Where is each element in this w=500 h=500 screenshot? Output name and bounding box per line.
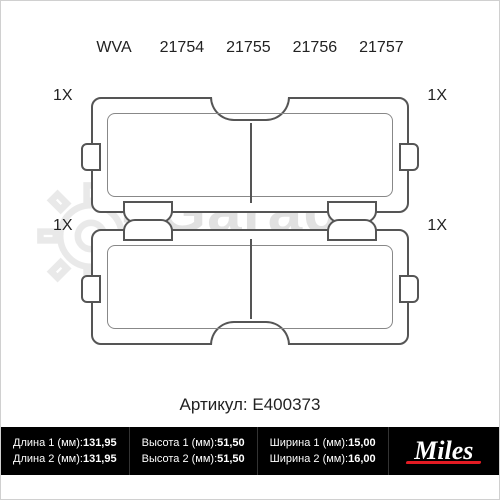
qty-label: 1X — [53, 217, 73, 235]
spec-value: 51,50 — [217, 435, 251, 452]
wva-code: 21756 — [293, 39, 338, 57]
spec-key: Длина 2 (мм): — [7, 451, 83, 468]
spec-key: Длина 1 (мм): — [7, 435, 83, 452]
wva-label: WVA — [96, 39, 131, 57]
spec-value: 15,00 — [348, 435, 382, 452]
spec-value: 16,00 — [348, 451, 382, 468]
article-label: Артикул: — [180, 395, 248, 414]
spec-column-length: Длина 1 (мм):131,95 Длина 2 (мм):131,95 — [1, 427, 130, 475]
logo-swoosh-icon — [406, 461, 482, 464]
wva-code: 21755 — [226, 39, 271, 57]
spec-column-height: Высота 1 (мм):51,50 Высота 2 (мм):51,50 — [130, 427, 258, 475]
spec-column-width: Ширина 1 (мм):15,00 Ширина 2 (мм):16,00 — [258, 427, 389, 475]
spec-key: Высота 2 (мм): — [136, 451, 218, 468]
qty-label: 1X — [427, 87, 447, 105]
brake-pad-drawing: 1X 1X 1X 1X — [31, 67, 469, 379]
spec-key: Высота 1 (мм): — [136, 435, 218, 452]
spec-key: Ширина 2 (мм): — [264, 451, 348, 468]
wva-code: 21754 — [160, 39, 205, 57]
article-value: E400373 — [252, 395, 320, 414]
miles-logo: Miles — [408, 436, 479, 466]
qty-label: 1X — [53, 87, 73, 105]
spec-value: 131,95 — [83, 435, 123, 452]
qty-label: 1X — [427, 217, 447, 235]
wva-code: 21757 — [359, 39, 404, 57]
spec-bar: Длина 1 (мм):131,95 Длина 2 (мм):131,95 … — [1, 427, 499, 475]
article-line: Артикул: E400373 — [1, 395, 499, 415]
spec-column-logo: Miles — [389, 427, 499, 475]
spec-value: 51,50 — [217, 451, 251, 468]
pad-outline-bottom — [91, 229, 409, 345]
spec-value: 131,95 — [83, 451, 123, 468]
spec-key: Ширина 1 (мм): — [264, 435, 348, 452]
pad-outline-top — [91, 97, 409, 213]
wva-codes-row: WVA 21754 21755 21756 21757 — [1, 39, 499, 57]
